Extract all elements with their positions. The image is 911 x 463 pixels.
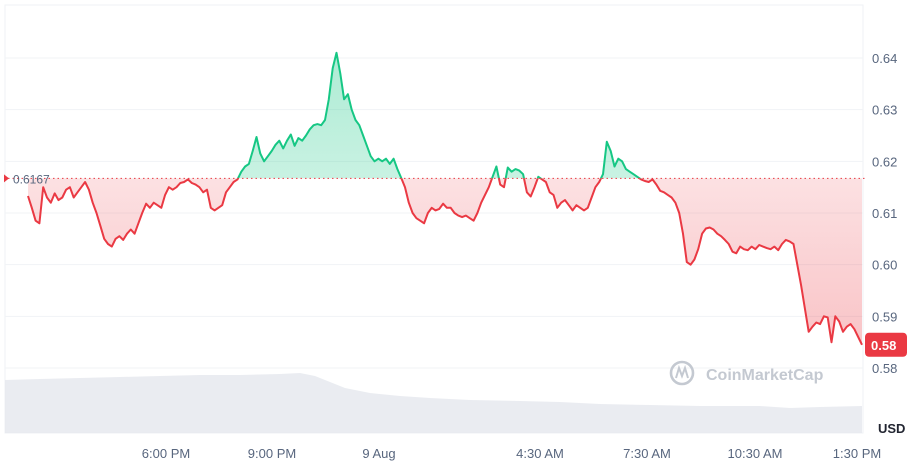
coinmarketcap-logo-wave [675,364,689,379]
coinmarketcap-logo-icon [669,360,695,386]
y-tick-label: 0.63 [872,103,897,118]
reference-label: 0.6167 [13,172,50,186]
y-axis: 0.64 0.63 0.62 0.61 0.60 0.59 0.58 [872,51,897,376]
x-tick-label: 6:00 PM [142,446,190,461]
y-tick-label: 0.62 [872,154,897,169]
y-axis-unit: USD [878,421,905,436]
x-tick-label: 1:30 PM [833,446,881,461]
y-tick-label: 0.60 [872,258,897,273]
y-tick-label: 0.64 [872,51,897,66]
x-tick-label: 7:30 AM [623,446,671,461]
watermark: CoinMarketCap [669,360,824,386]
x-tick-label: 9:00 PM [248,446,296,461]
y-tick-label: 0.61 [872,206,897,221]
x-tick-label: 4:30 AM [516,446,564,461]
x-tick-label: 10:30 AM [728,446,783,461]
area-below-reference [28,178,862,345]
price-line-down [27,178,863,346]
y-tick-label: 0.58 [872,361,897,376]
volume-area [5,373,862,433]
reference-marker-icon [4,174,9,183]
area-above-reference [238,52,640,179]
x-axis: 6:00 PM 9:00 PM 9 Aug 4:30 AM 7:30 AM 10:30 A… [142,446,881,461]
last-price-label: 0.58 [871,338,896,353]
last-price-badge-bg [865,332,907,357]
last-price-badge: 0.58 [865,332,907,357]
y-tick-label: 0.59 [872,309,897,324]
watermark-text: CoinMarketCap [706,367,824,384]
x-tick-label: 9 Aug [362,446,395,461]
